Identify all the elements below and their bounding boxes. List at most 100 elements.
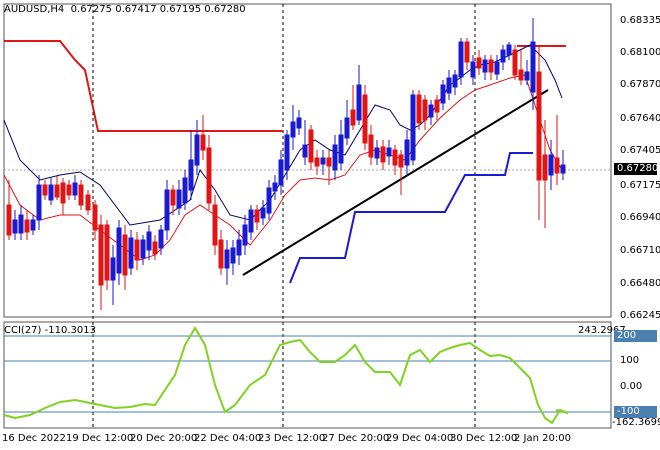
candle: [296, 110, 302, 135]
candle: [434, 95, 440, 120]
candle: [314, 150, 320, 175]
candle: [560, 150, 566, 180]
candle: [266, 180, 272, 220]
price-tick: 0.68335: [620, 15, 660, 26]
candle: [200, 115, 206, 160]
candle: [290, 105, 296, 150]
candle: [278, 150, 284, 195]
cci-tick-200: 200: [614, 330, 657, 342]
price-panel-border: [3, 3, 612, 318]
time-label: 20 Dec 20:00: [130, 433, 198, 444]
candle: [422, 95, 428, 130]
time-label: 27 Dec 20:00: [322, 433, 390, 444]
candle: [48, 178, 54, 205]
candle: [242, 215, 248, 255]
candle: [428, 100, 434, 125]
cci-panel-border: [3, 321, 612, 429]
price-tick: 0.67405: [620, 145, 660, 156]
price-tick: 0.68100: [620, 47, 660, 58]
candle: [368, 125, 374, 165]
candle: [158, 225, 164, 255]
candle: [116, 220, 122, 285]
candle: [476, 50, 482, 75]
candle: [188, 130, 194, 200]
resistance-line: [4, 40, 283, 132]
candle: [98, 215, 104, 310]
cci-indicator-label: CCI(27) -110.3013: [4, 325, 96, 336]
time-label: 2 Jan 20:00: [514, 433, 571, 444]
candle: [482, 55, 488, 80]
symbol-header: AUDUSD,H4 0.67275 0.67417 0.67195 0.6728…: [4, 4, 246, 15]
candle: [206, 135, 212, 210]
candle: [18, 205, 24, 240]
cci-min-label: -162.3699: [612, 417, 660, 428]
price-tick: 0.66480: [620, 278, 660, 289]
candle: [6, 180, 12, 240]
candle: [344, 100, 350, 145]
candle: [60, 178, 66, 215]
low-value: 0.67195: [159, 4, 202, 15]
candle: [85, 190, 91, 215]
price-tick: 0.66710: [620, 245, 660, 256]
candle: [404, 130, 410, 175]
candle: [398, 150, 404, 195]
candle: [140, 235, 146, 265]
time-label: 30 Dec 12:00: [450, 433, 518, 444]
time-label: 22 Dec 04:00: [194, 433, 262, 444]
candle: [338, 120, 344, 170]
candle: [122, 225, 128, 290]
time-label: 16 Dec 2022: [2, 433, 66, 444]
candle: [500, 45, 506, 70]
candle: [452, 70, 458, 95]
cci-tick-0: 0.00: [620, 381, 643, 392]
candle: [506, 42, 512, 60]
high-value: 0.67417: [115, 4, 157, 15]
price-tick: 0.67870: [620, 79, 660, 90]
candle: [284, 130, 290, 180]
candle: [54, 175, 60, 200]
candle: [66, 180, 72, 200]
candle: [356, 65, 362, 125]
candle: [254, 205, 260, 230]
candle: [530, 18, 536, 110]
cci-last-segment: [555, 409, 569, 414]
candle: [260, 200, 266, 225]
candle: [72, 175, 78, 200]
candle: [554, 115, 560, 185]
candle: [518, 50, 524, 85]
candle: [182, 170, 188, 210]
candle: [536, 45, 542, 220]
candle: [248, 205, 254, 240]
close-value: 0.67280: [204, 4, 246, 15]
candle: [152, 235, 158, 260]
candle: [224, 240, 230, 285]
candle: [128, 230, 134, 275]
candle: [326, 150, 332, 185]
candle: [170, 185, 176, 215]
candle: [470, 55, 476, 85]
symbol-label: AUDUSD,H4: [4, 4, 65, 15]
candle: [416, 90, 422, 130]
price-tick: 0.67640: [620, 113, 660, 124]
candle: [380, 140, 386, 170]
cci-line: [3, 326, 569, 425]
candle: [24, 210, 30, 240]
time-label: 23 Dec 12:00: [258, 433, 326, 444]
candle: [308, 125, 314, 170]
candle: [146, 225, 152, 260]
candle: [458, 38, 464, 85]
time-label: 29 Dec 04:00: [386, 433, 454, 444]
candle: [548, 140, 554, 190]
price-tick: 0.66245: [620, 310, 660, 321]
candle: [464, 38, 470, 70]
candle: [440, 80, 446, 110]
open-value: 0.67275: [70, 4, 113, 15]
candle: [42, 180, 48, 200]
candle: [488, 55, 494, 80]
candlesticks: [6, 18, 566, 310]
candle: [236, 230, 242, 265]
candle: [302, 120, 308, 165]
support-line: [289, 152, 533, 284]
cci-tick-minus100: -100: [614, 406, 657, 418]
